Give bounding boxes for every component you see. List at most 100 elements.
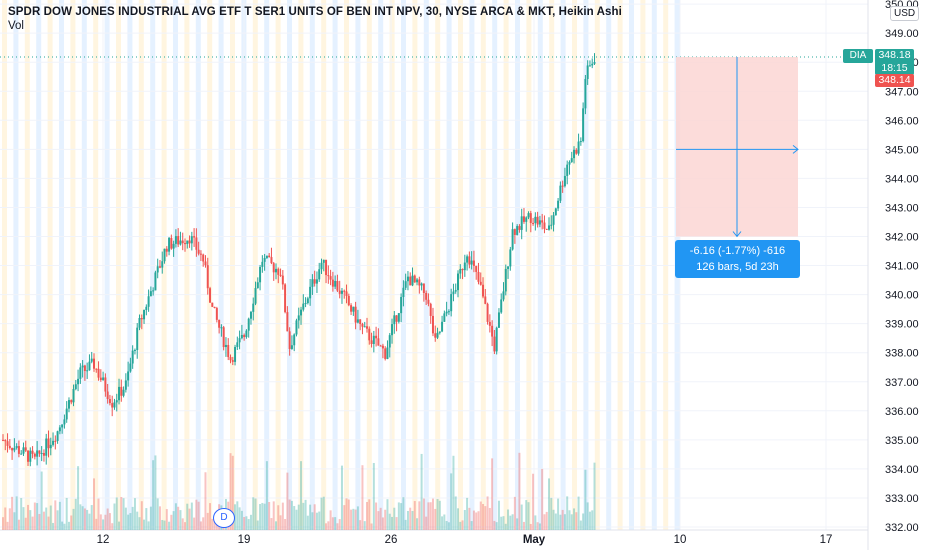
volume-bar bbox=[170, 514, 173, 530]
volume-bar bbox=[368, 499, 371, 530]
candle-body bbox=[45, 438, 48, 456]
candle-body bbox=[345, 291, 348, 296]
volume-bar bbox=[31, 516, 34, 530]
volume-bar bbox=[486, 496, 489, 530]
volume-bar bbox=[249, 514, 252, 530]
candle-body bbox=[268, 255, 271, 258]
candle-body bbox=[49, 444, 52, 449]
session-band bbox=[412, 0, 418, 530]
candle-body bbox=[147, 296, 150, 307]
candle-body bbox=[204, 261, 207, 266]
session-band bbox=[332, 0, 338, 530]
candle-body bbox=[391, 324, 394, 336]
candle-body bbox=[156, 266, 159, 273]
measure-right-arrow bbox=[792, 144, 799, 154]
volume-bar bbox=[290, 500, 293, 530]
candle-body bbox=[509, 249, 512, 267]
candle-body bbox=[122, 389, 125, 396]
price-tick-label: 332.00 bbox=[885, 522, 919, 534]
volume-bar bbox=[124, 507, 127, 530]
candle-body bbox=[370, 340, 373, 344]
session-band bbox=[252, 0, 258, 530]
candle-body bbox=[131, 350, 134, 364]
candle-body bbox=[457, 273, 459, 291]
volume-bar bbox=[584, 469, 587, 530]
candle-body bbox=[243, 334, 246, 338]
volume-bar bbox=[263, 503, 266, 530]
volume-bar bbox=[475, 512, 478, 530]
volume-bar bbox=[149, 506, 152, 530]
candle-body bbox=[138, 318, 141, 328]
volume-bar bbox=[79, 504, 82, 530]
price-tick-label: 338.00 bbox=[885, 348, 919, 360]
candle-body bbox=[354, 306, 357, 323]
candle-body bbox=[111, 403, 114, 408]
volume-bar bbox=[447, 522, 450, 530]
volume-bar bbox=[582, 513, 585, 530]
currency-button[interactable]: USD bbox=[890, 6, 920, 21]
volume-bar bbox=[83, 508, 86, 530]
dividend-event-badge[interactable]: D bbox=[213, 508, 235, 528]
volume-bar bbox=[174, 503, 177, 530]
candle-body bbox=[120, 386, 123, 396]
volume-bar bbox=[243, 516, 246, 530]
volume-bar bbox=[90, 505, 93, 530]
volume-bar bbox=[270, 518, 273, 530]
volume-bar bbox=[370, 523, 373, 530]
session-band bbox=[24, 0, 30, 530]
volume-bar bbox=[425, 516, 428, 530]
candle-body bbox=[568, 161, 571, 165]
candle-body bbox=[352, 306, 355, 312]
candle-body bbox=[322, 259, 325, 263]
measure-bars: 126 bars, 5d 23h bbox=[696, 261, 779, 273]
volume-bar bbox=[445, 520, 448, 530]
volume-bar bbox=[95, 518, 98, 530]
candle-body bbox=[529, 213, 532, 223]
volume-bar bbox=[245, 516, 248, 530]
volume-bar bbox=[575, 512, 578, 530]
volume-bar bbox=[343, 505, 346, 530]
candle-body bbox=[402, 287, 405, 297]
session-band bbox=[526, 0, 532, 530]
volume-bar bbox=[197, 501, 200, 530]
candle-body bbox=[213, 306, 216, 309]
volume-bar bbox=[311, 512, 314, 530]
candle-body bbox=[541, 220, 544, 223]
candle-body bbox=[577, 141, 580, 154]
session-band bbox=[150, 0, 156, 530]
volume-bar bbox=[443, 514, 446, 530]
candle-body bbox=[306, 298, 309, 304]
volume-bar bbox=[400, 503, 403, 530]
candle-body bbox=[58, 427, 61, 432]
candle-body bbox=[261, 261, 264, 267]
bar-countdown: 18:15 bbox=[881, 61, 908, 74]
volume-bar bbox=[329, 510, 332, 530]
volume-bar bbox=[6, 521, 9, 530]
candle-body bbox=[579, 141, 582, 143]
volume-bar bbox=[154, 455, 157, 530]
price-tick-label: 336.00 bbox=[885, 406, 919, 418]
candle-body bbox=[356, 319, 359, 323]
volume-bar bbox=[548, 478, 550, 530]
session-band bbox=[401, 0, 406, 530]
session-band bbox=[195, 0, 201, 530]
candle-body bbox=[545, 228, 548, 230]
candle-body bbox=[548, 225, 550, 230]
volume-bar bbox=[315, 512, 318, 530]
candle-body bbox=[486, 303, 489, 322]
volume-bar bbox=[4, 507, 7, 530]
candle-body bbox=[416, 279, 419, 283]
candle-body bbox=[381, 345, 384, 349]
candle-body bbox=[95, 368, 98, 370]
volume-bar bbox=[309, 504, 312, 530]
session-band bbox=[309, 0, 315, 530]
candle-body bbox=[327, 275, 330, 277]
volume-bar bbox=[570, 514, 573, 530]
candle-body bbox=[511, 229, 514, 250]
volume-bar bbox=[361, 465, 364, 530]
volume-bar bbox=[422, 498, 425, 530]
volume-bar bbox=[470, 521, 473, 530]
price-tick-label: 349.00 bbox=[885, 28, 919, 40]
session-band bbox=[640, 0, 646, 530]
